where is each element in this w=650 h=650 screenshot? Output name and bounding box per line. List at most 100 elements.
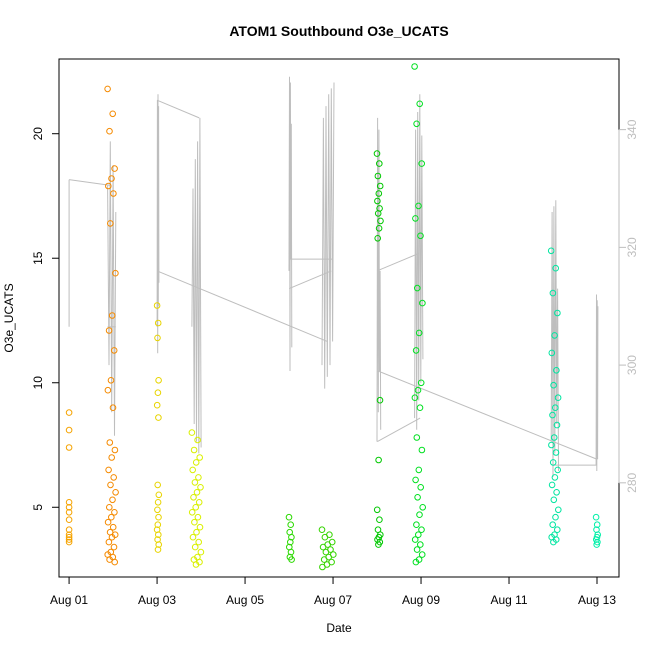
data-point (155, 541, 162, 548)
x-tick-label: Aug 11 (490, 593, 527, 607)
data-point (154, 389, 162, 397)
data-point (107, 220, 114, 227)
data-point (412, 476, 419, 484)
data-point (552, 264, 560, 272)
data-point (417, 484, 425, 491)
y-tick-label: 5 (31, 504, 45, 511)
data-point (191, 518, 198, 526)
data-point (412, 558, 420, 566)
data-point (188, 429, 196, 436)
data-point (376, 396, 384, 404)
data-point (65, 509, 73, 516)
data-point (593, 541, 601, 548)
x-tick-label: Aug 05 (226, 593, 264, 607)
data-point (196, 523, 204, 531)
data-point (65, 536, 73, 543)
data-point (375, 225, 383, 232)
data-point (193, 528, 200, 536)
data-point (374, 235, 382, 242)
data-point (415, 329, 423, 337)
theta-trace-10-1 (595, 294, 599, 472)
data-point (107, 481, 114, 489)
theta-trace-6-1 (321, 82, 335, 389)
data-point (548, 349, 556, 357)
data-point (413, 546, 421, 553)
data-point (153, 401, 161, 409)
data-point (549, 411, 556, 419)
data-point (552, 449, 560, 456)
data-point (109, 496, 116, 504)
x-tick-label: Aug 07 (314, 593, 352, 607)
data-point (194, 513, 202, 521)
data-point (110, 474, 117, 481)
data-point (412, 347, 420, 354)
data-point (153, 302, 161, 309)
data-point (106, 439, 114, 446)
data-point (155, 531, 162, 539)
data-point (197, 484, 204, 491)
data-point (373, 150, 381, 157)
data-point (65, 526, 73, 534)
data-point (415, 466, 423, 474)
data-point (65, 426, 73, 434)
data-point (194, 436, 201, 444)
data-point (376, 516, 383, 524)
data-point (65, 499, 73, 506)
data-point (417, 379, 425, 387)
theta-connector-8 (377, 370, 598, 460)
x-axis-label: Date (326, 621, 352, 635)
data-point (321, 533, 329, 541)
data-point (418, 526, 425, 534)
data-point (107, 377, 115, 384)
y-axis-label: O3e_UCATS (2, 283, 16, 352)
y-axis: 5 10 15 20 (31, 127, 60, 511)
data-point (373, 506, 381, 514)
data-point (112, 269, 119, 277)
data-point (65, 538, 73, 546)
y2-tick-label: 320 (625, 237, 639, 257)
data-point (192, 561, 200, 568)
data-point (288, 533, 295, 541)
data-point (414, 386, 422, 394)
data-point (104, 85, 111, 93)
data-point (553, 367, 560, 374)
y-tick-label: 20 (31, 127, 45, 141)
x-tick-label: Aug 09 (402, 593, 440, 607)
data-point (375, 190, 383, 197)
data-point (154, 506, 161, 514)
data-point (375, 541, 382, 548)
data-point (112, 489, 119, 496)
data-point (415, 531, 422, 539)
data-point (551, 332, 558, 339)
data-point (414, 494, 421, 501)
data-point (593, 521, 601, 529)
data-point (108, 175, 115, 182)
data-point (65, 531, 73, 539)
data-point (418, 160, 426, 167)
data-point (319, 563, 326, 571)
data-point (416, 511, 423, 519)
theta-connector-3 (156, 270, 328, 343)
data-point (547, 247, 555, 255)
points-layer (65, 63, 602, 571)
theta-connector-5 (289, 270, 332, 290)
x-tick-label: Aug 03 (138, 593, 176, 607)
data-point (417, 232, 424, 240)
data-point (65, 533, 73, 541)
data-point (554, 394, 562, 402)
data-point (196, 454, 203, 461)
data-point (413, 120, 420, 128)
data-point (191, 543, 199, 551)
data-point (189, 533, 197, 541)
data-point (106, 504, 113, 511)
theta-connector-1 (69, 179, 112, 187)
data-point (110, 543, 118, 551)
data-point (554, 309, 561, 317)
data-point (195, 474, 202, 481)
data-point (190, 446, 198, 454)
data-point (154, 334, 161, 342)
data-point (65, 516, 73, 524)
data-point (376, 182, 384, 190)
data-point (155, 513, 162, 521)
data-point (592, 513, 600, 521)
